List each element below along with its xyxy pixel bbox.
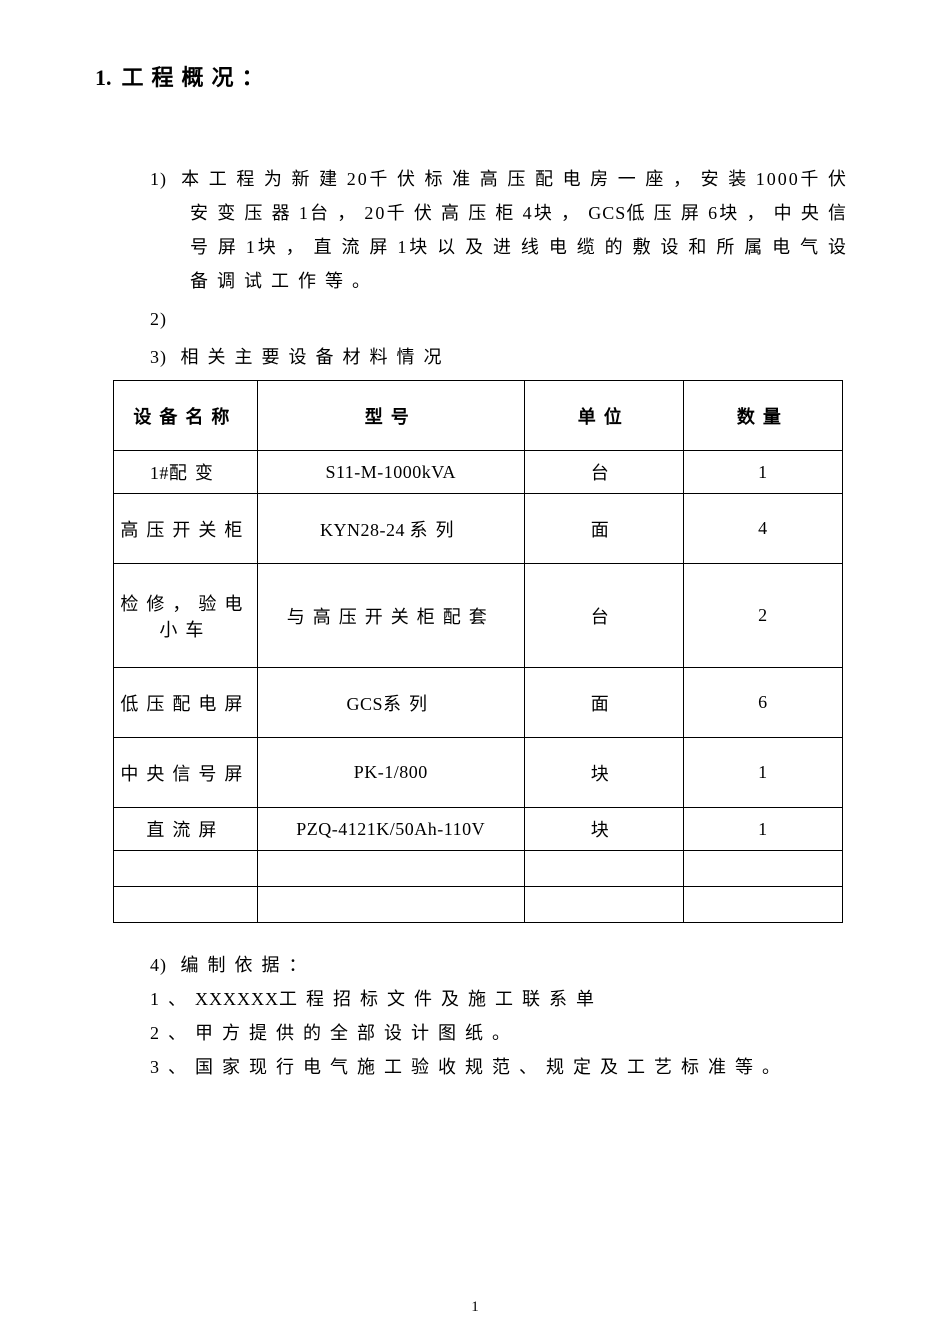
cell-qty: 4 — [683, 494, 842, 564]
b2-text: 甲方提供的全部设计图纸。 — [195, 1023, 519, 1043]
i1-ni: 1 — [397, 237, 408, 257]
b3-marker: 3、 — [150, 1057, 195, 1077]
th-name: 设备名称 — [114, 381, 258, 451]
cell-unit: 面 — [524, 494, 683, 564]
cell-unit: 块 — [524, 738, 683, 808]
i1-nb: 1000 — [756, 169, 800, 189]
basis-item-2: 2、甲方提供的全部设计图纸。 — [150, 1017, 855, 1049]
list-item-1: 1) 本工程为新建20千伏标准高压配电房一座，安装1000千伏安变压器1台，20… — [150, 162, 855, 298]
cell-name: 低压配电屏 — [114, 668, 258, 738]
table-row: 中央信号屏 PK-1/800 块 1 — [114, 738, 843, 808]
list-item-4: 4) 编制依据： — [150, 949, 855, 981]
table-row: 低压配电屏 GCS系列 面 6 — [114, 668, 843, 738]
model-suf: 系列 — [383, 694, 435, 714]
cell-qty: 1 — [683, 451, 842, 494]
cell-model: S11-M-1000kVA — [257, 451, 524, 494]
table-header-row: 设备名称 型号 单位 数量 — [114, 381, 843, 451]
cell-unit: 面 — [524, 668, 683, 738]
table-row: 检修，验电小车 与高压开关柜配套 台 2 — [114, 564, 843, 668]
i1-b: 千伏标准高压配电房一座，安装 — [369, 169, 756, 189]
cell-model: PZQ-4121K/50Ah-110V — [257, 808, 524, 851]
after-table-list: 4) 编制依据： 1、XXXXXX工程招标文件及施工联系单 2、甲方提供的全部设… — [95, 949, 855, 1083]
table-row: 高压开关柜 KYN28-24 系列 面 4 — [114, 494, 843, 564]
b1-latin: XXXXXX — [195, 989, 279, 1009]
cell-unit: 块 — [524, 808, 683, 851]
table-row: 1#配变 S11-M-1000kVA 台 1 — [114, 451, 843, 494]
cell-qty: 1 — [683, 738, 842, 808]
basis-item-3: 3、国家现行电气施工验收规范、规定及工艺标准等。 — [150, 1051, 855, 1083]
i1-lf: GCS — [588, 203, 626, 223]
table-row-empty — [114, 887, 843, 923]
b2-marker: 2、 — [150, 1023, 195, 1043]
i1-nd: 20 — [364, 203, 386, 223]
i3-text: 相关主要设备材料情况 — [181, 347, 451, 367]
model-suf: 系列 — [409, 520, 461, 540]
marker-2: 2) — [150, 309, 167, 329]
cell-name: 直流屏 — [114, 808, 258, 851]
i1-f: 块， — [534, 203, 589, 223]
b3-text: 国家现行电气施工验收规范、规定及工艺标准等。 — [195, 1057, 789, 1077]
section-number: 1. — [95, 65, 112, 90]
basis-item-1: 1、XXXXXX工程招标文件及施工联系单 — [150, 983, 855, 1015]
i1-g: 低压屏 — [626, 203, 708, 223]
name-pre: 1# — [150, 463, 169, 483]
cell-model: PK-1/800 — [257, 738, 524, 808]
cell-name: 检修，验电小车 — [114, 564, 258, 668]
cell-qty: 1 — [683, 808, 842, 851]
cell-name: 高压开关柜 — [114, 494, 258, 564]
i1-nh: 1 — [246, 237, 257, 257]
marker-4: 4) — [150, 955, 167, 975]
name-cn: 配变 — [169, 463, 221, 483]
i1-i: 块，直流屏 — [257, 237, 398, 257]
model-pre: GCS — [346, 694, 383, 714]
equipment-table: 设备名称 型号 单位 数量 1#配变 S11-M-1000kVA 台 1 高压开… — [113, 380, 843, 923]
th-model: 型号 — [257, 381, 524, 451]
th-qty: 数量 — [683, 381, 842, 451]
cell-model: KYN28-24 系列 — [257, 494, 524, 564]
list-item-3: 3) 相关主要设备材料情况 — [150, 340, 855, 374]
b1-text: 工程招标文件及施工联系单 — [279, 989, 603, 1009]
i1-ng: 6 — [708, 203, 719, 223]
table-row: 直流屏 PZQ-4121K/50Ah-110V 块 1 — [114, 808, 843, 851]
page-number: 1 — [0, 1299, 950, 1316]
b1-marker: 1、 — [150, 989, 195, 1009]
i1-na: 20 — [347, 169, 369, 189]
i1-e: 千伏高压柜 — [386, 203, 522, 223]
cell-qty: 2 — [683, 564, 842, 668]
cell-model: GCS系列 — [257, 668, 524, 738]
model-pre: KYN28-24 — [320, 520, 405, 540]
cell-model: 与高压开关柜配套 — [257, 564, 524, 668]
section-heading: 1. 工程概况： — [95, 60, 855, 92]
section-title-text: 工程概况： — [122, 65, 272, 90]
marker-1: 1) — [150, 169, 167, 189]
i1-d: 台， — [310, 203, 365, 223]
cell-unit: 台 — [524, 451, 683, 494]
i1-a: 本工程为新建 — [181, 169, 347, 189]
i1-ne: 4 — [523, 203, 534, 223]
i4-text: 编制依据： — [181, 955, 316, 975]
ordered-list: 1) 本工程为新建20千伏标准高压配电房一座，安装1000千伏安变压器1台，20… — [95, 162, 855, 374]
cell-name: 中央信号屏 — [114, 738, 258, 808]
cell-qty: 6 — [683, 668, 842, 738]
cell-unit: 台 — [524, 564, 683, 668]
th-unit: 单位 — [524, 381, 683, 451]
cell-name: 1#配变 — [114, 451, 258, 494]
table-body: 1#配变 S11-M-1000kVA 台 1 高压开关柜 KYN28-24 系列… — [114, 451, 843, 923]
i1-nc: 1 — [299, 203, 310, 223]
list-item-2: 2) — [150, 302, 855, 336]
marker-3: 3) — [150, 347, 167, 367]
table-row-empty — [114, 851, 843, 887]
